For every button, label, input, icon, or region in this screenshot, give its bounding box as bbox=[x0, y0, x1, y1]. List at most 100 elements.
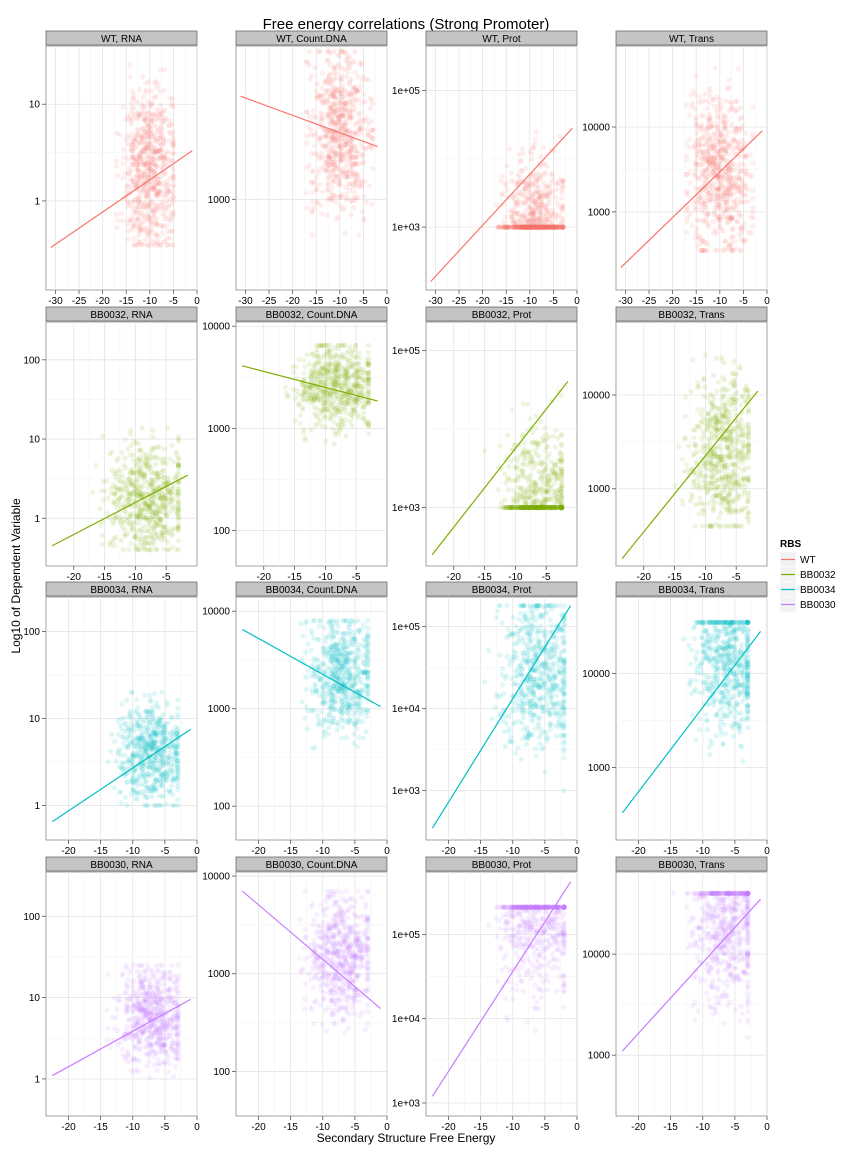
data-point bbox=[734, 107, 740, 113]
data-point bbox=[316, 170, 322, 176]
data-point bbox=[171, 459, 177, 465]
facet-strip-label: WT, RNA bbox=[101, 34, 142, 45]
data-point bbox=[550, 468, 556, 474]
data-point bbox=[721, 120, 727, 126]
data-point bbox=[117, 132, 123, 138]
x-axis-title: Secondary Structure Free Energy bbox=[317, 1131, 496, 1145]
data-point bbox=[161, 141, 167, 148]
data-point bbox=[169, 201, 175, 207]
data-point bbox=[145, 467, 151, 473]
data-point bbox=[100, 433, 106, 439]
y-tick-label: 1000 bbox=[588, 207, 611, 218]
data-point bbox=[333, 75, 339, 81]
data-point bbox=[153, 180, 159, 186]
data-point bbox=[160, 206, 166, 212]
data-point bbox=[129, 142, 135, 148]
data-point bbox=[344, 350, 350, 356]
data-point bbox=[145, 123, 151, 130]
data-point bbox=[156, 203, 162, 209]
data-point bbox=[504, 224, 510, 230]
data-point bbox=[138, 210, 144, 216]
data-point bbox=[146, 165, 152, 172]
data-point bbox=[750, 104, 756, 110]
data-point bbox=[312, 422, 318, 428]
data-point bbox=[164, 117, 170, 123]
data-point bbox=[164, 186, 170, 192]
data-point bbox=[341, 406, 347, 412]
data-point bbox=[345, 60, 352, 66]
data-point bbox=[175, 538, 182, 544]
data-point bbox=[98, 488, 104, 494]
data-point bbox=[521, 446, 527, 452]
x-tick-label: -15 bbox=[667, 572, 682, 583]
data-point bbox=[157, 155, 163, 161]
data-point bbox=[515, 484, 521, 490]
data-point bbox=[314, 406, 320, 412]
data-point bbox=[532, 216, 538, 222]
data-point bbox=[135, 127, 141, 133]
data-point bbox=[136, 153, 142, 159]
data-point bbox=[337, 177, 343, 183]
data-point bbox=[342, 109, 349, 115]
data-point bbox=[325, 168, 331, 175]
data-point bbox=[147, 200, 153, 206]
data-point bbox=[115, 172, 121, 179]
data-point bbox=[158, 165, 164, 171]
data-point bbox=[153, 146, 159, 152]
data-point bbox=[739, 168, 745, 174]
data-point bbox=[336, 62, 342, 68]
data-point bbox=[544, 183, 550, 189]
data-point bbox=[140, 242, 146, 248]
data-point bbox=[697, 94, 703, 100]
data-point bbox=[559, 441, 565, 447]
data-point bbox=[163, 207, 169, 213]
data-point bbox=[161, 137, 167, 144]
data-point bbox=[165, 529, 171, 536]
data-point bbox=[131, 144, 138, 150]
data-point bbox=[175, 469, 182, 475]
data-point bbox=[353, 342, 359, 348]
facet-strip-label: BB0032, Count.DNA bbox=[266, 310, 358, 321]
data-point bbox=[549, 177, 556, 183]
data-point bbox=[319, 370, 325, 376]
x-tick-label: 0 bbox=[384, 296, 390, 307]
data-point bbox=[153, 148, 159, 155]
data-point bbox=[552, 444, 558, 450]
y-tick-label: 10000 bbox=[582, 122, 610, 133]
data-point bbox=[170, 129, 176, 135]
data-point bbox=[317, 417, 323, 424]
data-point bbox=[145, 457, 151, 463]
data-point bbox=[151, 187, 157, 193]
data-point bbox=[130, 162, 136, 168]
data-point bbox=[542, 219, 548, 225]
data-point bbox=[495, 487, 501, 493]
data-point bbox=[144, 189, 150, 195]
data-point bbox=[547, 190, 553, 196]
data-point bbox=[319, 85, 325, 91]
data-point bbox=[134, 156, 140, 162]
data-point bbox=[314, 81, 320, 87]
data-point bbox=[368, 201, 375, 207]
x-tick-label: -10 bbox=[508, 572, 523, 583]
data-point bbox=[161, 161, 167, 168]
data-point bbox=[145, 171, 151, 177]
data-point bbox=[360, 91, 366, 97]
data-point bbox=[132, 138, 138, 144]
x-tick-label: -25 bbox=[452, 296, 467, 307]
data-point bbox=[359, 62, 365, 68]
data-point bbox=[719, 158, 725, 164]
data-point bbox=[167, 131, 174, 137]
data-point bbox=[111, 521, 117, 527]
data-point bbox=[169, 228, 176, 234]
data-point bbox=[154, 190, 160, 196]
data-point bbox=[150, 434, 156, 440]
data-point bbox=[331, 345, 338, 351]
data-point bbox=[112, 474, 118, 480]
data-point bbox=[107, 540, 113, 546]
data-point bbox=[170, 242, 176, 248]
data-point bbox=[159, 457, 165, 463]
data-point bbox=[343, 195, 349, 202]
data-point bbox=[166, 149, 172, 155]
data-point bbox=[745, 198, 751, 205]
data-point bbox=[148, 147, 155, 153]
